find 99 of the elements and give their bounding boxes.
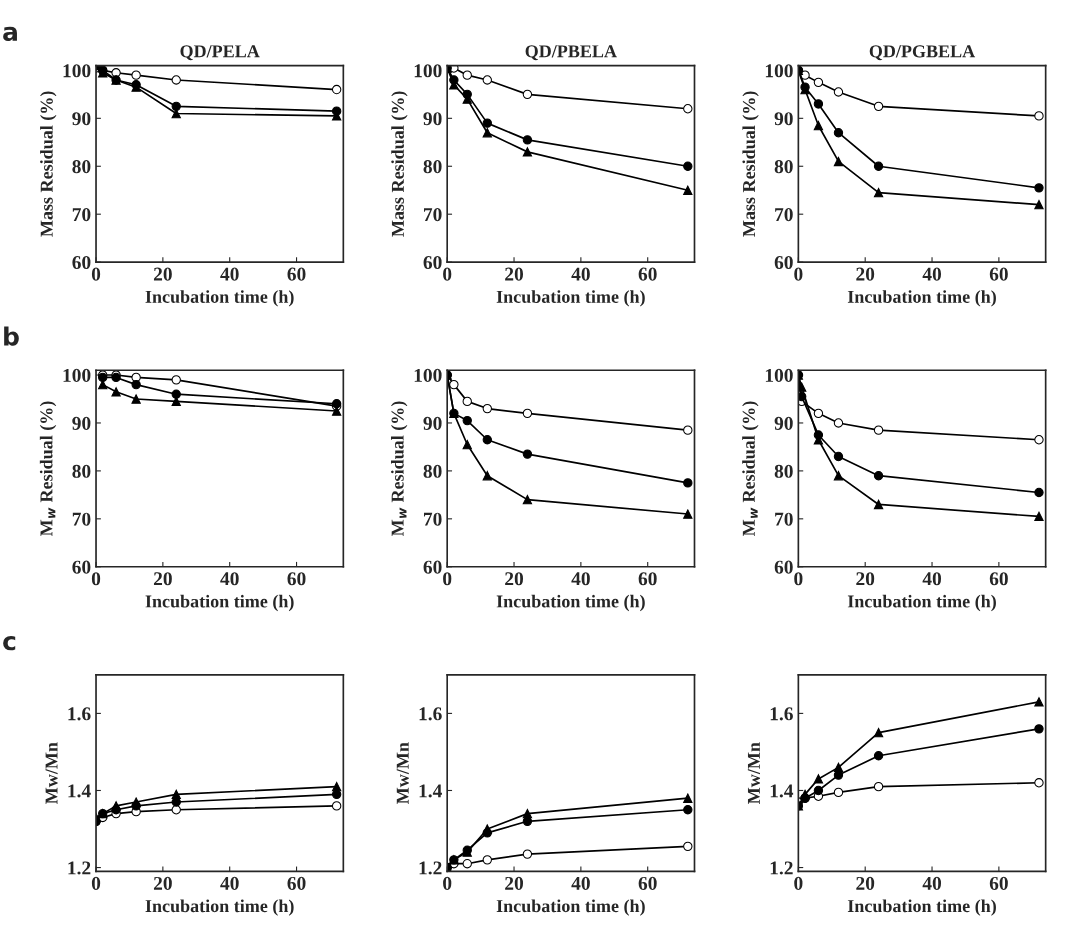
y-axis-title: M$_{w}$ Residual (%) xyxy=(742,401,759,537)
x-tick-label: 40 xyxy=(571,267,590,281)
x-tick-label: 40 xyxy=(571,876,590,890)
y-axis-title: Mass Residual (%) xyxy=(40,91,57,237)
y-axis-title: M$_{w}$ Residual (%) xyxy=(391,401,408,537)
y-tick-label: 1.6 xyxy=(68,707,91,721)
y-tick-label: 100 xyxy=(414,368,442,382)
x-tick-label: 60 xyxy=(989,572,1008,586)
y-tick-label: 80 xyxy=(72,160,91,174)
x-axis-title: Incubation time (h) xyxy=(496,594,645,612)
x-axis-title: Incubation time (h) xyxy=(847,899,996,916)
y-tick-label: 60 xyxy=(72,255,91,270)
x-tick-label: 0 xyxy=(794,267,803,281)
y-tick-label: 70 xyxy=(775,208,793,222)
x-tick-label: 0 xyxy=(443,572,452,586)
y-tick-label: 70 xyxy=(775,512,793,526)
chart-title: QD/PGBELA xyxy=(869,45,976,61)
text: b xyxy=(4,326,19,346)
x-tick-label: 0 xyxy=(91,876,101,890)
y-tick-label: 1.2 xyxy=(68,861,91,875)
y-tick-label: 60 xyxy=(72,560,91,574)
y-axis-title: Mass Residual (%) xyxy=(391,91,408,237)
x-tick-label: 60 xyxy=(638,876,657,890)
y-tick-label: 80 xyxy=(423,464,442,478)
x-tick-label: 60 xyxy=(989,267,1008,281)
x-tick-label: 60 xyxy=(638,572,657,586)
y-tick-label: 90 xyxy=(423,416,442,430)
y-axis-title: M$_{w}$ Residual (%) xyxy=(39,401,57,537)
x-tick-label: 0 xyxy=(794,876,803,890)
x-tick-label: 40 xyxy=(220,572,239,586)
y-tick-label: 80 xyxy=(774,160,793,174)
x-axis-title: Incubation time (h) xyxy=(847,290,996,307)
y-tick-label: 90 xyxy=(72,112,91,126)
y-axis-title: Mw/Mn xyxy=(747,742,760,804)
x-tick-label: 60 xyxy=(287,572,306,586)
y-axis-title: Mass Residual (%) xyxy=(742,91,759,237)
chart-title: QD/PBELA xyxy=(525,45,617,61)
y-tick-label: 90 xyxy=(774,112,793,126)
x-tick-label: 20 xyxy=(153,876,172,890)
x-tick-label: 20 xyxy=(153,572,172,586)
x-axis-title: Incubation time (h) xyxy=(496,290,645,307)
x-tick-label: 60 xyxy=(287,876,306,890)
y-tick-label: 1.2 xyxy=(419,861,442,875)
x-axis-title: Incubation time (h) xyxy=(145,290,294,307)
x-tick-label: 40 xyxy=(571,572,590,586)
y-tick-label: 70 xyxy=(72,512,91,526)
x-tick-label: 20 xyxy=(505,267,524,281)
x-tick-label: 20 xyxy=(505,876,524,890)
y-tick-label: 100 xyxy=(63,368,91,382)
x-tick-label: 20 xyxy=(856,572,875,586)
chart-title: QD/PELA xyxy=(180,45,260,61)
y-tick-label: 90 xyxy=(72,416,91,430)
x-axis-title: Incubation time (h) xyxy=(496,899,645,916)
y-tick-label: 100 xyxy=(765,64,793,78)
x-tick-label: 20 xyxy=(856,876,875,890)
x-tick-label: 0 xyxy=(443,876,452,890)
x-axis-title: Incubation time (h) xyxy=(145,594,294,612)
x-axis-title: Incubation time (h) xyxy=(145,899,294,916)
y-tick-label: 90 xyxy=(774,416,793,430)
x-tick-label: 60 xyxy=(989,876,1008,890)
x-tick-label: 0 xyxy=(91,572,101,586)
x-tick-label: 20 xyxy=(856,267,875,281)
x-tick-label: 40 xyxy=(220,876,239,890)
x-tick-label: 20 xyxy=(153,267,172,281)
x-tick-label: 0 xyxy=(91,267,101,281)
y-tick-label: 60 xyxy=(423,560,442,574)
x-tick-label: 40 xyxy=(922,267,942,281)
y-tick-label: 60 xyxy=(774,560,793,574)
x-tick-label: 60 xyxy=(638,267,657,281)
x-tick-label: 40 xyxy=(922,876,942,890)
y-tick-label: 1.4 xyxy=(68,784,91,798)
y-axis-title: Mw/Mn xyxy=(396,742,409,804)
text: a xyxy=(3,26,17,42)
y-tick-label: 1.2 xyxy=(770,861,793,875)
y-tick-label: 100 xyxy=(765,368,793,382)
x-tick-label: 0 xyxy=(794,572,803,586)
text: c xyxy=(3,636,16,651)
y-tick-label: 80 xyxy=(423,160,442,174)
y-tick-label: 1.6 xyxy=(419,707,442,721)
x-tick-label: 40 xyxy=(220,267,239,281)
y-tick-label: 70 xyxy=(72,208,91,222)
y-tick-label: 1.4 xyxy=(419,784,442,798)
y-tick-label: 1.4 xyxy=(770,784,794,798)
y-tick-label: 60 xyxy=(774,255,793,270)
y-tick-label: 70 xyxy=(424,208,442,222)
x-tick-label: 0 xyxy=(443,267,452,281)
y-tick-label: 100 xyxy=(414,64,442,78)
x-tick-label: 40 xyxy=(922,572,942,586)
y-tick-label: 70 xyxy=(424,512,442,526)
y-axis-title: Mw/Mn xyxy=(45,742,58,804)
y-tick-label: 90 xyxy=(423,112,442,126)
y-tick-label: 80 xyxy=(72,464,91,478)
y-tick-label: 100 xyxy=(63,64,91,78)
y-tick-label: 1.6 xyxy=(770,707,793,721)
x-tick-label: 60 xyxy=(287,267,306,281)
x-tick-label: 20 xyxy=(505,572,524,586)
y-tick-label: 80 xyxy=(774,464,793,478)
y-tick-label: 60 xyxy=(423,255,442,270)
x-axis-title: Incubation time (h) xyxy=(847,594,996,612)
